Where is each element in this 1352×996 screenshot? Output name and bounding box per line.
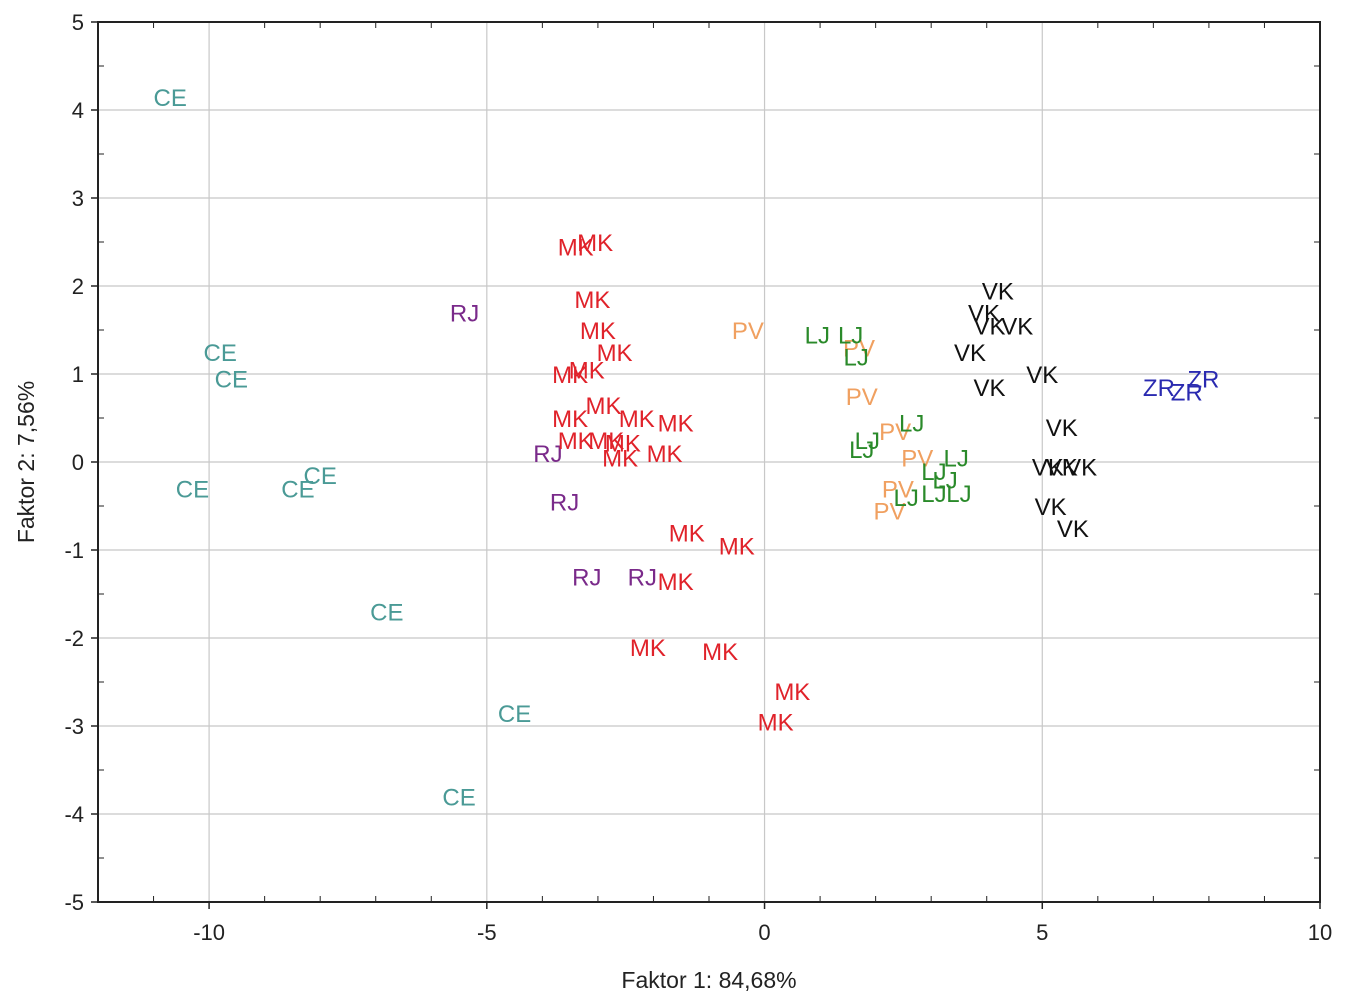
point-ce: CE — [176, 476, 209, 503]
point-lj: LJ — [838, 322, 863, 349]
point-rj: RJ — [572, 564, 601, 591]
y-tick-label: -1 — [64, 538, 84, 563]
point-vk: VK — [1046, 415, 1078, 442]
point-lj: LJ — [946, 481, 971, 508]
point-vk: VK — [1026, 362, 1058, 389]
point-lj: LJ — [855, 428, 880, 455]
point-vk: VK — [1057, 516, 1089, 543]
point-mk: MK — [585, 393, 621, 420]
point-pv: PV — [846, 384, 878, 411]
point-pv: PV — [874, 498, 906, 525]
point-ce: CE — [204, 340, 237, 367]
point-pv: PV — [843, 336, 875, 363]
point-lj: LJ — [932, 468, 957, 495]
point-pv: PV — [882, 476, 914, 503]
x-tick-label: -5 — [477, 920, 497, 945]
y-tick-label: 3 — [72, 186, 84, 211]
point-zr: ZR — [1143, 375, 1175, 402]
x-tick-label: 5 — [1036, 920, 1048, 945]
point-mk: MK — [580, 318, 616, 345]
point-mk: MK — [669, 520, 705, 547]
y-tick-label: -5 — [64, 890, 84, 915]
plot-frame — [97, 21, 1321, 903]
point-lj: LJ — [805, 322, 830, 349]
point-vk: VK — [982, 278, 1014, 305]
x-axis-title: Faktor 1: 84,68% — [621, 967, 796, 993]
point-vk: VK — [1001, 314, 1033, 341]
x-tick-label: -10 — [193, 920, 225, 945]
point-ce: CE — [498, 701, 531, 728]
x-tick-label: 0 — [758, 920, 770, 945]
point-mk: MK — [597, 340, 633, 367]
point-mk: MK — [558, 234, 594, 261]
point-rj: RJ — [550, 490, 579, 517]
point-mk: MK — [658, 410, 694, 437]
y-tick-label: 0 — [72, 450, 84, 475]
point-mk: MK — [619, 406, 655, 433]
point-vk: VK — [968, 300, 1000, 327]
point-mk: MK — [758, 710, 794, 737]
point-mk: MK — [702, 639, 738, 666]
point-rj: RJ — [533, 441, 562, 468]
point-mk: MK — [602, 446, 638, 473]
y-tick-label: 4 — [72, 98, 84, 123]
grid-lines — [98, 22, 1320, 902]
point-mk: MK — [658, 569, 694, 596]
point-mk: MK — [719, 534, 755, 561]
point-ce: CE — [370, 600, 403, 627]
point-mk: MK — [574, 287, 610, 314]
point-mk: MK — [552, 406, 588, 433]
y-tick-label: -2 — [64, 626, 84, 651]
point-mk: MK — [647, 441, 683, 468]
point-ce: CE — [215, 366, 248, 393]
point-mk: MK — [569, 358, 605, 385]
point-pv: PV — [732, 318, 764, 345]
point-rj: RJ — [628, 564, 657, 591]
point-mk: MK — [774, 679, 810, 706]
point-mk: MK — [552, 362, 588, 389]
axis-ticks — [91, 21, 1321, 909]
point-mk: MK — [577, 230, 613, 257]
point-mk: MK — [588, 428, 624, 455]
point-lj: LJ — [921, 481, 946, 508]
y-tick-label: 2 — [72, 274, 84, 299]
point-pv: PV — [879, 419, 911, 446]
point-lj: LJ — [943, 446, 968, 473]
point-vk: VK — [973, 375, 1005, 402]
point-vk: VK — [973, 314, 1005, 341]
y-tick-label: 5 — [72, 10, 84, 35]
y-tick-label: -3 — [64, 714, 84, 739]
point-mk: MK — [605, 431, 641, 458]
point-rj: RJ — [450, 300, 479, 327]
point-ce: CE — [442, 784, 475, 811]
point-pv: PV — [901, 446, 933, 473]
point-mk: MK — [630, 635, 666, 662]
point-lj: LJ — [844, 344, 869, 371]
point-lj: LJ — [894, 485, 919, 512]
point-mk: MK — [558, 428, 594, 455]
point-zr: ZR — [1187, 366, 1219, 393]
point-ce: CE — [281, 476, 314, 503]
x-tick-label: 10 — [1308, 920, 1332, 945]
point-vk: VK — [954, 340, 986, 367]
point-vk: VK — [1046, 454, 1078, 481]
point-vk: VK — [1035, 494, 1067, 521]
point-vk: VK — [1032, 454, 1064, 481]
point-lj: LJ — [849, 437, 874, 464]
y-tick-label: -4 — [64, 802, 84, 827]
point-zr: ZR — [1171, 380, 1203, 407]
point-lj: LJ — [921, 459, 946, 486]
point-ce: CE — [154, 85, 187, 112]
point-lj: LJ — [899, 410, 924, 437]
point-ce: CE — [304, 463, 337, 490]
y-axis-title: Faktor 2: 7,56% — [13, 381, 39, 543]
y-tick-label: 1 — [72, 362, 84, 387]
point-vk: VK — [1065, 454, 1097, 481]
